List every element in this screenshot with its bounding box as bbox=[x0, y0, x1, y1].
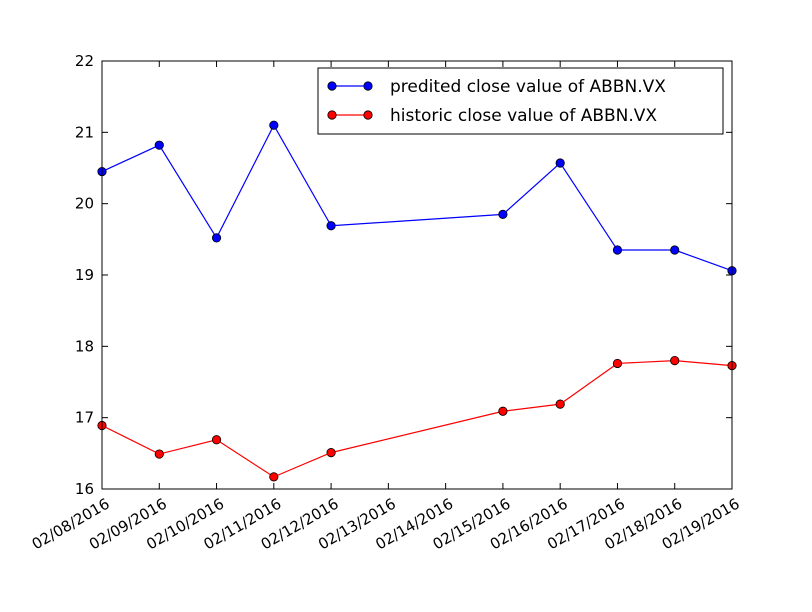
legend-entry-1: predited close value of ABBN.VX bbox=[327, 77, 666, 97]
legend-marker bbox=[327, 81, 337, 91]
series-1-point bbox=[498, 209, 508, 219]
legend-marker bbox=[327, 110, 337, 120]
y-tick-label: 19 bbox=[75, 266, 94, 284]
series-1-point bbox=[154, 140, 164, 150]
series-2-point bbox=[670, 355, 680, 366]
series-2-point bbox=[555, 399, 565, 409]
legend-label: historic close value of ABBN.VX bbox=[390, 106, 657, 126]
series-1 bbox=[97, 120, 737, 276]
series-1-point bbox=[612, 245, 623, 255]
series-2-point bbox=[326, 448, 336, 458]
legend: predited close value of ABBN.VX historic … bbox=[317, 67, 724, 135]
series-1-line bbox=[101, 123, 733, 272]
y-tick-label: 16 bbox=[75, 480, 94, 498]
legend-entry-2: historic close value of ABBN.VX bbox=[327, 106, 657, 126]
series-1-point bbox=[326, 221, 336, 231]
series-2-point bbox=[612, 358, 623, 369]
series-2-point bbox=[269, 472, 279, 482]
legend-box bbox=[317, 67, 724, 135]
legend-marker bbox=[363, 110, 373, 120]
series-2-line bbox=[101, 359, 733, 478]
series-1-point bbox=[211, 233, 222, 243]
series-2-point bbox=[154, 449, 164, 459]
series-1-point bbox=[670, 245, 680, 255]
series-1-point bbox=[269, 120, 279, 130]
y-tick-label: 18 bbox=[75, 337, 94, 355]
series-1-point bbox=[555, 158, 565, 168]
series-2-point bbox=[498, 406, 508, 416]
y-tick-label: 21 bbox=[75, 123, 94, 141]
legend-marker bbox=[363, 81, 373, 91]
series-2 bbox=[97, 355, 737, 482]
y-tick-label: 17 bbox=[75, 409, 94, 427]
legend-label: predited close value of ABBN.VX bbox=[390, 77, 666, 97]
y-tick-label: 22 bbox=[75, 52, 94, 70]
series-2-point bbox=[211, 435, 222, 445]
y-tick-label: 20 bbox=[75, 195, 94, 213]
